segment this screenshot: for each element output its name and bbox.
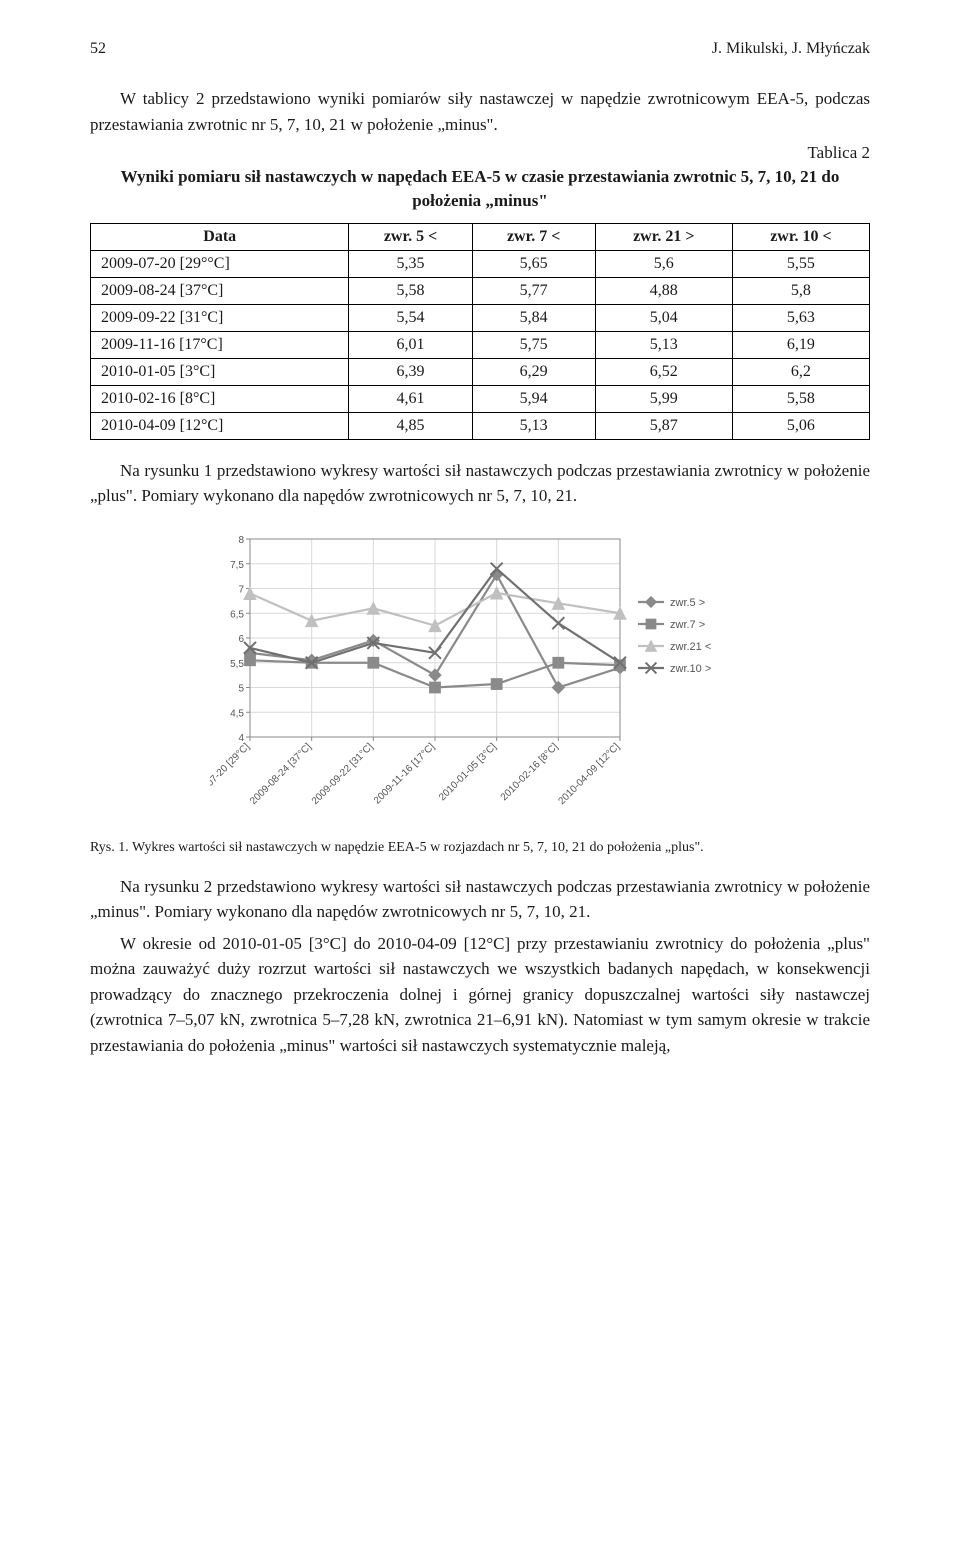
svg-text:zwr.10 >: zwr.10 > bbox=[670, 663, 711, 675]
table-cell: 5,87 bbox=[595, 412, 732, 439]
table-row: 2009-08-24 [37°C]5,585,774,885,8 bbox=[91, 277, 870, 304]
table-cell: 5,75 bbox=[472, 331, 595, 358]
paragraph-2: Na rysunku 1 przedstawiono wykresy warto… bbox=[90, 458, 870, 509]
table-row: 2009-11-16 [17°C]6,015,755,136,19 bbox=[91, 331, 870, 358]
svg-text:6: 6 bbox=[238, 634, 244, 645]
table-cell: 6,29 bbox=[472, 358, 595, 385]
figure-1-caption: Rys. 1. Wykres wartości sił nastawczych … bbox=[90, 840, 870, 856]
table-cell: 5,58 bbox=[732, 385, 869, 412]
table-2: Datazwr. 5 <zwr. 7 <zwr. 21 >zwr. 10 < 2… bbox=[90, 223, 870, 440]
table-cell: 4,61 bbox=[349, 385, 472, 412]
table-row: 2009-07-20 [29°°C]5,355,655,65,55 bbox=[91, 250, 870, 277]
svg-text:2009-11-16 [17°C]: 2009-11-16 [17°C] bbox=[372, 741, 437, 806]
figure-1-chart: 44,555,566,577,582009-07-20 [29°C]2009-0… bbox=[210, 527, 750, 832]
table-cell: 5,13 bbox=[472, 412, 595, 439]
table-cell: 6,52 bbox=[595, 358, 732, 385]
table-cell: 5,63 bbox=[732, 304, 869, 331]
table-cell: 6,2 bbox=[732, 358, 869, 385]
svg-text:2009-08-24 [37°C]: 2009-08-24 [37°C] bbox=[248, 741, 314, 807]
table-2-caption: Wyniki pomiaru sił nastawczych w napędac… bbox=[90, 165, 870, 213]
svg-text:2009-07-20 [29°C]: 2009-07-20 [29°C] bbox=[210, 741, 252, 807]
table-cell: 5,99 bbox=[595, 385, 732, 412]
svg-text:2010-01-05 [3°C]: 2010-01-05 [3°C] bbox=[437, 741, 499, 803]
paragraph-3: Na rysunku 2 przedstawiono wykresy warto… bbox=[90, 874, 870, 925]
svg-text:4,5: 4,5 bbox=[230, 708, 244, 719]
table-header-cell: zwr. 10 < bbox=[732, 223, 869, 250]
table-row: 2009-09-22 [31°C]5,545,845,045,63 bbox=[91, 304, 870, 331]
table-cell: 5,8 bbox=[732, 277, 869, 304]
table-row: 2010-04-09 [12°C]4,855,135,875,06 bbox=[91, 412, 870, 439]
table-cell: 5,35 bbox=[349, 250, 472, 277]
table-cell: 4,88 bbox=[595, 277, 732, 304]
table-cell: 5,55 bbox=[732, 250, 869, 277]
table-row-label: 2009-09-22 [31°C] bbox=[91, 304, 349, 331]
page-authors: J. Mikulski, J. Młyńczak bbox=[712, 40, 870, 58]
table-cell: 5,77 bbox=[472, 277, 595, 304]
table-header-cell: zwr. 7 < bbox=[472, 223, 595, 250]
table-row-label: 2009-11-16 [17°C] bbox=[91, 331, 349, 358]
table-row-label: 2009-08-24 [37°C] bbox=[91, 277, 349, 304]
table-cell: 5,65 bbox=[472, 250, 595, 277]
table-row-label: 2009-07-20 [29°°C] bbox=[91, 250, 349, 277]
table-row: 2010-02-16 [8°C]4,615,945,995,58 bbox=[91, 385, 870, 412]
table-row-label: 2010-04-09 [12°C] bbox=[91, 412, 349, 439]
table-cell: 5,6 bbox=[595, 250, 732, 277]
page-number: 52 bbox=[90, 40, 106, 58]
table-cell: 5,54 bbox=[349, 304, 472, 331]
table-2-label: Tablica 2 bbox=[90, 143, 870, 163]
table-header-cell: zwr. 5 < bbox=[349, 223, 472, 250]
table-row-label: 2010-01-05 [3°C] bbox=[91, 358, 349, 385]
table-cell: 4,85 bbox=[349, 412, 472, 439]
table-header-cell: zwr. 21 > bbox=[595, 223, 732, 250]
table-header-cell: Data bbox=[91, 223, 349, 250]
table-cell: 5,94 bbox=[472, 385, 595, 412]
table-cell: 5,58 bbox=[349, 277, 472, 304]
page-header: 52 J. Mikulski, J. Młyńczak bbox=[90, 40, 870, 58]
svg-text:7,5: 7,5 bbox=[230, 559, 244, 570]
table-cell: 6,01 bbox=[349, 331, 472, 358]
table-cell: 5,04 bbox=[595, 304, 732, 331]
svg-text:zwr.5 >: zwr.5 > bbox=[670, 597, 705, 609]
table-cell: 5,13 bbox=[595, 331, 732, 358]
svg-text:7: 7 bbox=[238, 584, 244, 595]
paragraph-1: W tablicy 2 przedstawiono wyniki pomiaró… bbox=[90, 86, 870, 137]
svg-text:2010-04-09 [12°C]: 2010-04-09 [12°C] bbox=[556, 741, 622, 807]
table-cell: 6,39 bbox=[349, 358, 472, 385]
paragraph-4: W okresie od 2010-01-05 [3°C] do 2010-04… bbox=[90, 931, 870, 1059]
table-cell: 5,84 bbox=[472, 304, 595, 331]
svg-text:5,5: 5,5 bbox=[230, 658, 244, 669]
svg-text:5: 5 bbox=[238, 683, 244, 694]
page: 52 J. Mikulski, J. Młyńczak W tablicy 2 … bbox=[0, 0, 960, 1124]
svg-text:zwr.21 <: zwr.21 < bbox=[670, 641, 711, 653]
svg-text:6,5: 6,5 bbox=[230, 609, 244, 620]
svg-text:zwr.7 >: zwr.7 > bbox=[670, 619, 705, 631]
svg-text:2010-02-16 [8°C]: 2010-02-16 [8°C] bbox=[499, 741, 561, 803]
svg-text:8: 8 bbox=[238, 535, 244, 546]
svg-text:2009-09-22 [31°C]: 2009-09-22 [31°C] bbox=[310, 741, 376, 807]
table-cell: 6,19 bbox=[732, 331, 869, 358]
table-row-label: 2010-02-16 [8°C] bbox=[91, 385, 349, 412]
table-row: 2010-01-05 [3°C]6,396,296,526,2 bbox=[91, 358, 870, 385]
table-cell: 5,06 bbox=[732, 412, 869, 439]
